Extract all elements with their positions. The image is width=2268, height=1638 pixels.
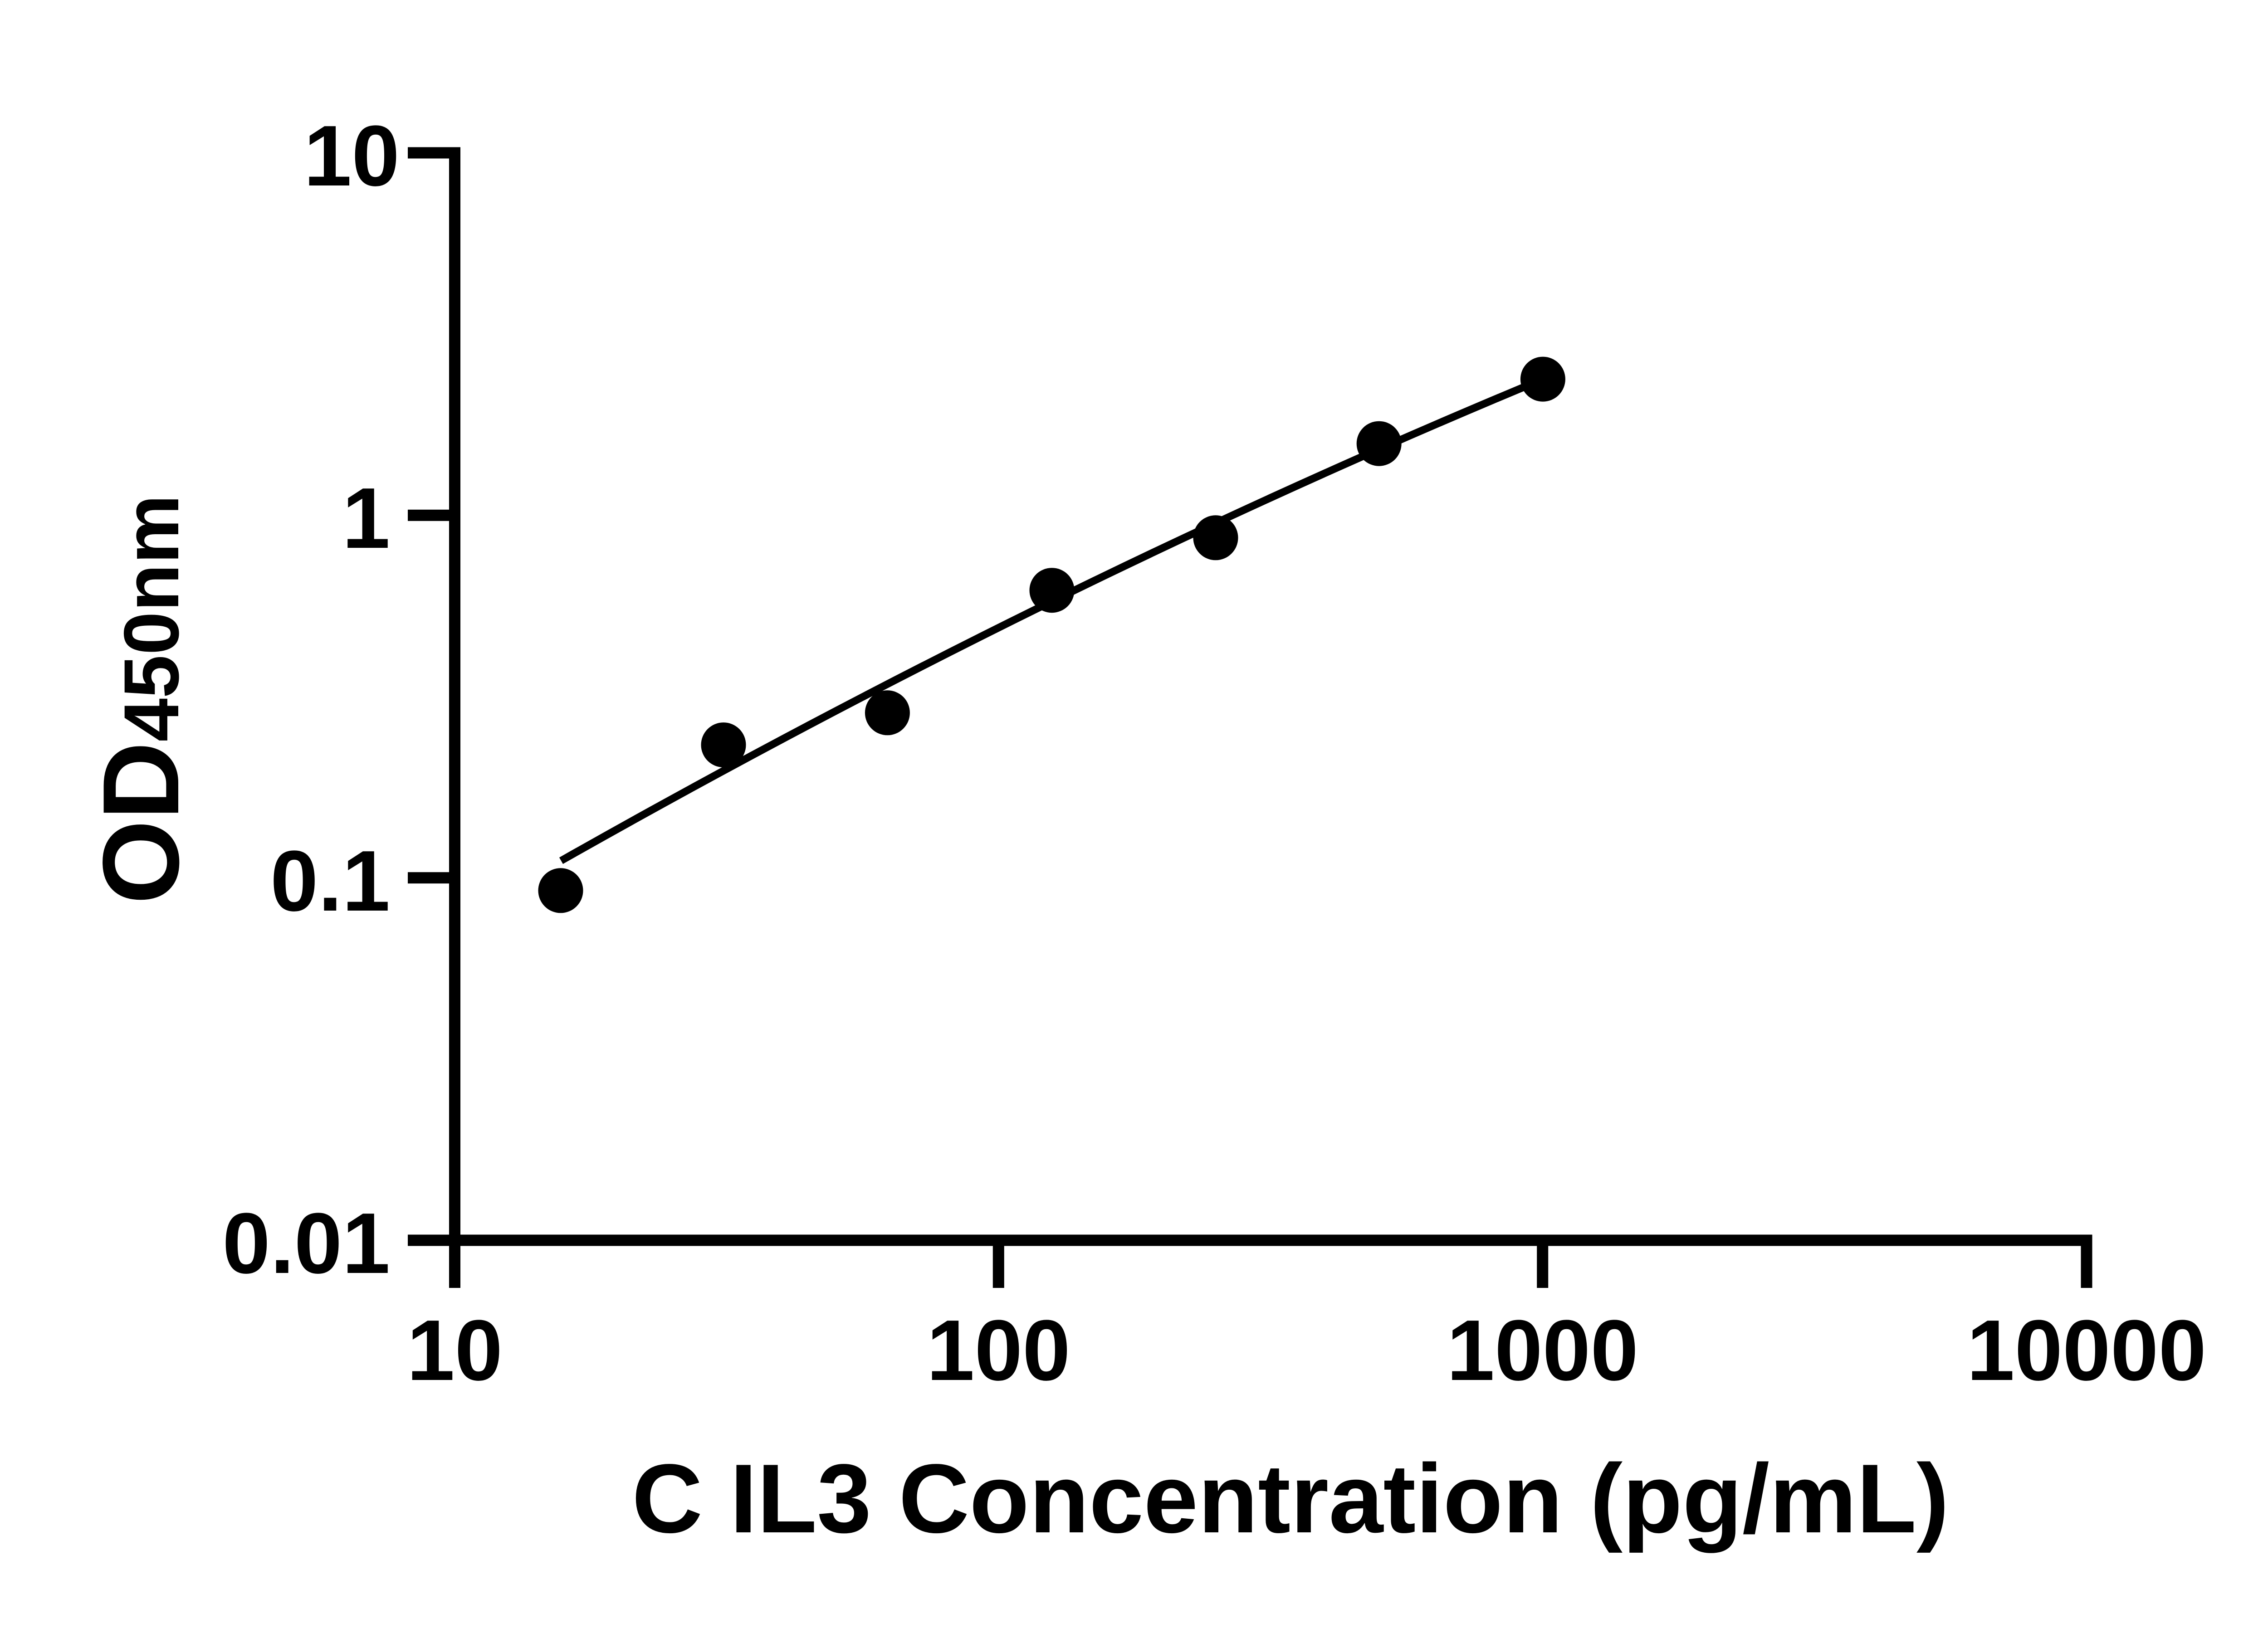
svg-text:10: 10: [304, 108, 400, 204]
svg-text:0.01: 0.01: [222, 1195, 390, 1292]
svg-text:10000: 10000: [1967, 1302, 2206, 1399]
svg-text:C IL3 Concentration (pg/mL): C IL3 Concentration (pg/mL): [632, 1443, 1949, 1553]
svg-text:1000: 1000: [1447, 1302, 1638, 1399]
svg-text:100: 100: [927, 1302, 1070, 1399]
svg-text:0.1: 0.1: [270, 833, 390, 929]
svg-text:10: 10: [407, 1302, 503, 1399]
svg-text:1: 1: [342, 470, 390, 566]
